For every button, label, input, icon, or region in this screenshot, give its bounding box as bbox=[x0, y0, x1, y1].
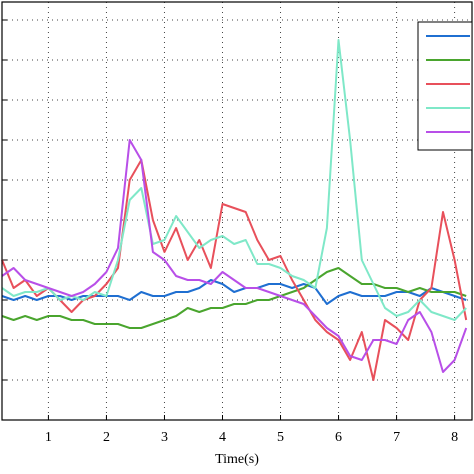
x-tick-label: 6 bbox=[335, 430, 342, 445]
x-tick-label: 7 bbox=[393, 430, 400, 445]
x-tick-label: 8 bbox=[451, 430, 458, 445]
plot-area bbox=[2, 2, 472, 420]
series-line bbox=[1, 267, 467, 329]
series-line bbox=[1, 139, 468, 373]
x-tick-label: 4 bbox=[219, 430, 226, 445]
plot-border bbox=[1, 1, 473, 421]
x-axis-label: Time(s) bbox=[215, 452, 259, 467]
x-tick-label: 1 bbox=[45, 430, 52, 445]
series-line bbox=[1, 159, 468, 381]
series-line bbox=[1, 39, 467, 321]
x-tick-label: 5 bbox=[277, 430, 284, 445]
series-line bbox=[1, 279, 467, 305]
x-tick-label: 3 bbox=[161, 430, 168, 445]
legend-box bbox=[417, 21, 473, 151]
x-tick-label: 2 bbox=[103, 430, 110, 445]
